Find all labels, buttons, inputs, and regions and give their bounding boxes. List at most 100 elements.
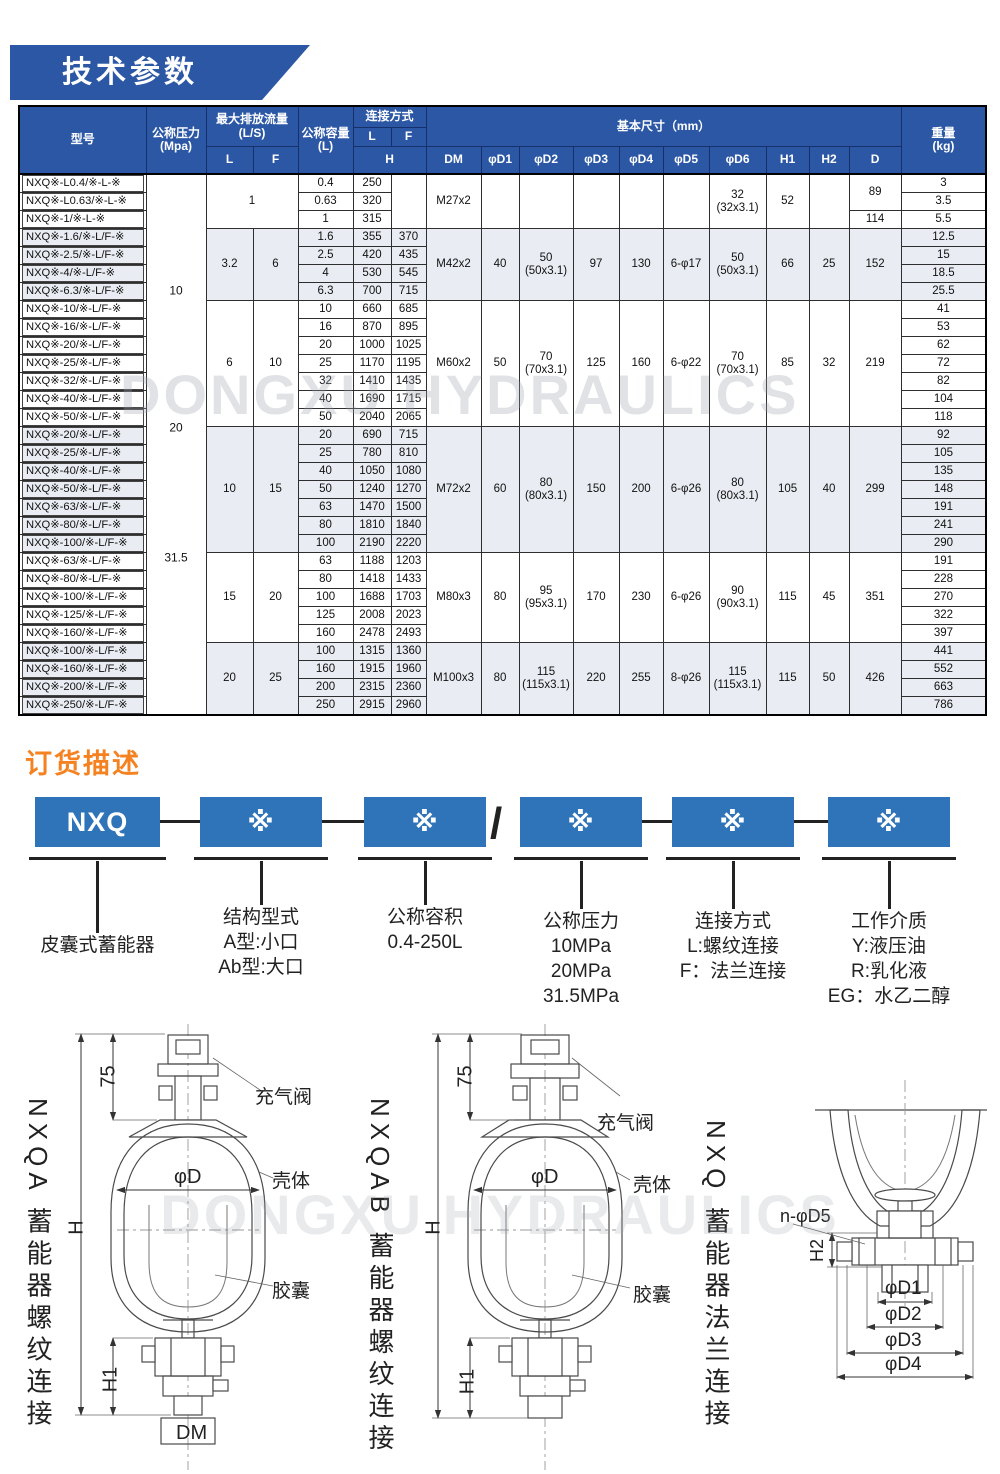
order-connector-line (887, 861, 891, 909)
table-row: NXQ※-63/※-L/F-※ 63 1470 1500 191 (18, 498, 987, 517)
order-underline (514, 857, 648, 860)
model-cell: NXQ※-20/※-L/F-※ (18, 336, 147, 355)
model-cell: NXQ※-2.5/※-L/F-※ (18, 246, 147, 265)
order-option-label: 结构型式 A型:小口 Ab型:大口 (218, 907, 304, 978)
shell-label: 壳体 (633, 1175, 672, 1196)
order-underline (29, 857, 166, 860)
dim-h-label: H (422, 1220, 445, 1235)
model-cell: NXQ※-100/※-L/F-※ (18, 534, 147, 553)
order-code-box: ※ (672, 797, 794, 847)
model-cell: NXQ※-6.3/※-L/F-※ (18, 282, 147, 301)
table-row: NXQ※-L0.63/※-L-※ 0.63 320 3.5 (18, 192, 987, 211)
table-row: NXQ※-40/※-L/F-※ 40 1690 1715 104 (18, 390, 987, 409)
col-header-d6: φD6 (708, 146, 767, 175)
pressure-cell: 10 20 31.5 (145, 173, 207, 716)
col-header-d1: φD1 (480, 146, 520, 175)
table-row: NXQ※-L0.4/※-L-※ 10 20 31.5 1 0.4 250 M27x2 32 (32… (18, 173, 987, 716)
model-cell: NXQ※-1/※-L-※ (18, 210, 147, 229)
table-row: NXQ※-32/※-L/F-※ 32 1410 1435 82 (18, 372, 987, 391)
order-connector-line (96, 861, 99, 933)
pressure-value: 31.5 (164, 549, 188, 564)
ordering-diagram: NXQ 皮囊式蓄能器 ※ 结构型式 A型:小口 Ab型:大口 ※ 公称容积 0.4-250L ※ 公… (0, 795, 1000, 1020)
col-header-weight: 重量 (kg) (900, 105, 987, 175)
col-header-h: H (352, 146, 427, 175)
model-cell: NXQ※-80/※-L/F-※ (18, 516, 147, 535)
gas-valve-label: 充气阀 (597, 1113, 655, 1134)
drawing-nxqab-threaded: NXQAB 蓄能器螺纹连接 (345, 1020, 680, 1474)
order-connector-line (259, 861, 263, 905)
model-cell: NXQ※-63/※-L/F-※ (18, 498, 147, 517)
drawing-title: NXQAB 蓄能器螺纹连接 (365, 1098, 395, 1457)
drawing-nxq-flanged: NXQ 蓄能器法兰连接 (680, 1020, 1000, 1474)
order-slash: / (490, 799, 503, 848)
model-cell: NXQ※-40/※-L/F-※ (18, 390, 147, 409)
col-header-pressure: 公称压力 (Mpa) (145, 105, 207, 175)
order-code-box: ※ (364, 797, 486, 847)
order-option-label: 工作介质 Y:液压油 R:乳化液 EG：水乙二醇 (827, 911, 951, 1007)
table-row: NXQ※-16/※-L/F-※ 16 870 895 53 (18, 318, 987, 337)
dim-phid-label: φD (174, 1166, 202, 1188)
table-row: NXQ※-80/※-L/F-※ 80 1810 1840 241 (18, 516, 987, 535)
col-header-h1: H1 (765, 146, 810, 175)
order-underline (822, 857, 956, 860)
section-title: 技术参数 (62, 56, 198, 89)
table-row: NXQ※-250/※-L/F-※ 250 2915 2960 786 (18, 696, 987, 716)
col-header-d5: φD5 (662, 146, 710, 175)
model-cell: NXQ※-100/※-L/F-※ (18, 588, 147, 607)
model-cell: NXQ※-25/※-L/F-※ (18, 444, 147, 463)
col-header-flow: 最大排放流量 (L/S) (205, 105, 299, 147)
col-header-capacity: 公称容量 (L) (297, 105, 354, 175)
model-cell: NXQ※-160/※-L/F-※ (18, 624, 147, 643)
table-row: NXQ※-2.5/※-L/F-※ 2.5 420 435 15 (18, 246, 987, 265)
model-cell: NXQ※-10/※-L/F-※ (18, 300, 147, 319)
table-row: NXQ※-10/※-L/F-※ 6 10 10 660 685 M60x2 50 70 (70x3… (18, 300, 987, 427)
table-row: NXQ※-80/※-L/F-※ 80 1418 1433 228 (18, 570, 987, 589)
order-option-label: 皮囊式蓄能器 (40, 935, 155, 956)
model-cell: NXQ※-32/※-L/F-※ (18, 372, 147, 391)
order-h-connector (794, 820, 828, 823)
col-header-flow-f: F (252, 146, 299, 175)
dim-h1-label: H1 (456, 1368, 479, 1395)
col-header-dm: DM (425, 146, 482, 175)
order-option-label: 连接方式 L:螺纹连接 F：法兰连接 (679, 911, 787, 982)
model-cell: NXQ※-1.6/※-L/F-※ (18, 228, 147, 247)
col-header-flow-l: L (205, 146, 254, 175)
order-h-connector (160, 820, 200, 823)
table-row: NXQ※-1.6/※-L/F-※ 3.2 6 1.6 355 370 M42x2 40 50 (5… (18, 228, 987, 301)
dim-h1-label: H1 (99, 1366, 122, 1393)
model-cell: NXQ※-40/※-L/F-※ (18, 462, 147, 481)
table-row: NXQ※-100/※-L/F-※ 100 1688 1703 270 (18, 588, 987, 607)
drawing-title: NXQ 蓄能器法兰连接 (701, 1120, 731, 1432)
dim-phid-label: φD (531, 1166, 559, 1188)
table-row: NXQ※-50/※-L/F-※ 50 2040 2065 118 (18, 408, 987, 427)
model-cell: NXQ※-125/※-L/F-※ (18, 606, 147, 625)
table-row: NXQ※-1/※-L-※ 1 315 114 5.5 (18, 210, 987, 229)
order-connector-line (731, 861, 735, 909)
col-header-d: D (848, 146, 902, 175)
shell-label: 壳体 (272, 1171, 311, 1192)
col-header-model: 型号 (18, 105, 147, 175)
dim-75-label: 75 (454, 1065, 477, 1088)
gas-valve-label: 充气阀 (255, 1087, 313, 1108)
dim-phid3-label: φD3 (885, 1330, 922, 1351)
table-row: NXQ※-100/※-L/F-※ 20 25 100 1315 1360 M100x3 80 1… (18, 642, 987, 716)
order-code-box: ※ (520, 797, 642, 847)
model-cell: NXQ※-100/※-L/F-※ (18, 642, 147, 661)
table-row: NXQ※-63/※-L/F-※ 15 20 63 1188 1203 M80x3 80 95 (9… (18, 552, 987, 643)
table-row: NXQ※-25/※-L/F-※ 25 1170 1195 72 (18, 354, 987, 373)
model-cell: NXQ※-L0.4/※-L-※ (18, 173, 147, 193)
spec-table-body: NXQ※-L0.4/※-L-※ 10 20 31.5 1 0.4 250 M27x2 32 (32… (18, 173, 987, 716)
col-header-d4: φD4 (618, 146, 664, 175)
col-header-conn-f: F (390, 127, 427, 147)
order-underline (194, 857, 328, 860)
dim-nphid5-label: n-φD5 (780, 1206, 831, 1226)
table-row: NXQ※-4/※-L/F-※ 4 530 545 18.5 (18, 264, 987, 283)
dim-phid2-label: φD2 (885, 1304, 922, 1325)
table-row: NXQ※-100/※-L/F-※ 100 2190 2220 290 (18, 534, 987, 553)
model-cell: NXQ※-25/※-L/F-※ (18, 354, 147, 373)
table-row: NXQ※-50/※-L/F-※ 50 1240 1270 148 (18, 480, 987, 499)
order-h-connector (642, 820, 672, 823)
drawing-title: NXQA 蓄能器螺纹连接 (23, 1098, 53, 1432)
col-header-conn-l: L (352, 127, 392, 147)
model-cell: NXQ※-80/※-L/F-※ (18, 570, 147, 589)
